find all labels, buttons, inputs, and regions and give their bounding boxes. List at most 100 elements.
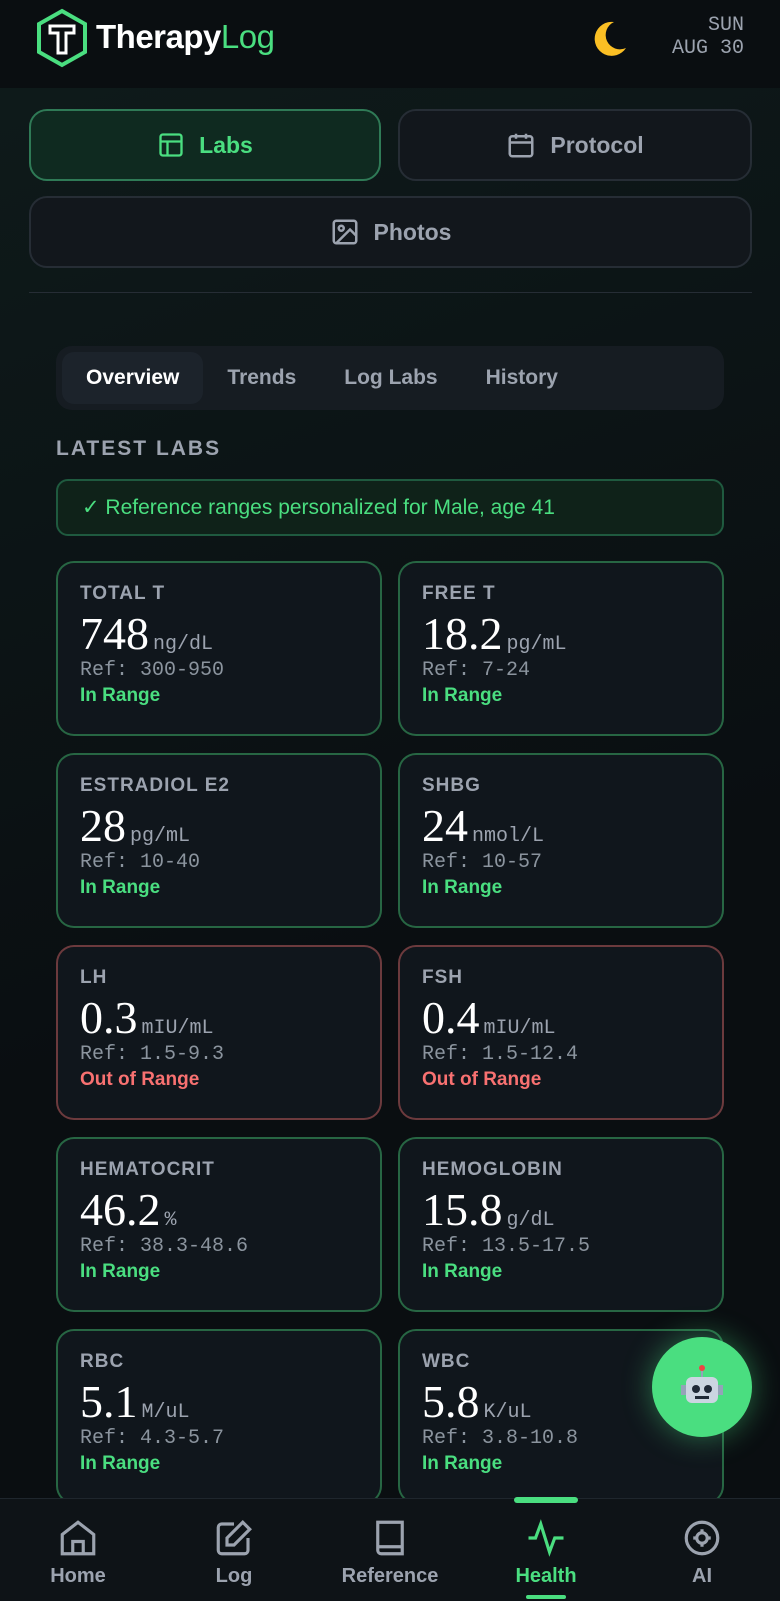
lab-name: WBC (422, 1351, 471, 1372)
tab-label: Photos (373, 218, 452, 245)
lab-unit: pg/mL (506, 633, 567, 656)
nav-item[interactable]: Reference (312, 1499, 468, 1601)
lab-card: WBC 5.8 K/uL Ref: 3.8-10.8 In Range (398, 1329, 724, 1504)
theme-toggle[interactable] (588, 18, 630, 60)
active-indicator (514, 1497, 578, 1503)
subtab[interactable]: Log Labs (344, 366, 438, 389)
nav-label: Reference (341, 1565, 439, 1587)
nav-item[interactable]: AI (624, 1499, 780, 1601)
icon (376, 1520, 404, 1556)
lab-name: FSH (422, 967, 463, 988)
lab-name: SHBG (422, 775, 481, 796)
brand: TherapyLog (96, 18, 275, 56)
lab-ref: Ref: 4.3-5.7 (80, 1427, 225, 1450)
lab-card: FSH 0.4 mIU/mL Ref: 1.5-12.4 Out of Range (398, 945, 724, 1120)
nav-label: Log (215, 1565, 253, 1587)
lab-unit: M/uL (141, 1401, 190, 1424)
lab-unit: K/uL (483, 1401, 532, 1424)
subtab[interactable]: Trends (227, 366, 297, 389)
lab-value-row: 748 ng/dL (80, 607, 358, 659)
lab-card: FREE T 18.2 pg/mL Ref: 7-24 In Range (398, 561, 724, 736)
lab-unit: mIU/mL (141, 1017, 214, 1040)
lab-ref: Ref: 1.5-9.3 (80, 1043, 225, 1066)
lab-name: HEMATOCRIT (80, 1159, 215, 1180)
brand-part: Therapy (96, 18, 221, 55)
lab-card: TOTAL T 748 ng/dL Ref: 300-950 In Range (56, 561, 382, 736)
nav-label: Home (50, 1565, 106, 1587)
lab-ref: Ref: 7-24 (422, 659, 531, 682)
tab-labs[interactable]: Labs (29, 109, 381, 181)
lab-status: Out of Range (422, 1069, 542, 1090)
nav-item[interactable]: Log (156, 1499, 312, 1601)
lab-name: LH (80, 967, 108, 988)
icon (508, 133, 534, 158)
active-underline (526, 1595, 566, 1599)
divider (29, 292, 752, 293)
lab-value: 0.4 (422, 992, 480, 1043)
section-title: LATEST LABS (56, 437, 222, 460)
lab-status: In Range (80, 877, 161, 898)
tab-photos[interactable]: Photos (29, 196, 752, 268)
lab-card: RBC 5.1 M/uL Ref: 4.3-5.7 In Range (56, 1329, 382, 1504)
lab-name: RBC (80, 1351, 125, 1372)
lab-value: 46.2 (80, 1184, 161, 1235)
lab-status: In Range (422, 1453, 503, 1474)
icon (216, 1520, 252, 1556)
lab-value: 5.1 (80, 1376, 138, 1427)
lab-name: HEMOGLOBIN (422, 1159, 563, 1180)
brand-part: Log (220, 18, 275, 55)
lab-ref: Ref: 10-40 (80, 851, 201, 874)
lab-name: FREE T (422, 583, 496, 604)
lab-unit: pg/mL (130, 825, 191, 848)
lab-name: ESTRADIOL E2 (80, 775, 230, 796)
ai-fab[interactable] (652, 1337, 752, 1437)
lab-card: SHBG 24 nmol/L Ref: 10-57 In Range (398, 753, 724, 928)
lab-value-row: 18.2 pg/mL (422, 607, 700, 659)
lab-status: In Range (422, 877, 503, 898)
lab-unit: mIU/mL (483, 1017, 556, 1040)
lab-ref: Ref: 300-950 (80, 659, 225, 682)
lab-name: TOTAL T (80, 583, 166, 604)
notice: ✓ Reference ranges personalized for Male… (56, 479, 724, 536)
lab-status: In Range (80, 1453, 161, 1474)
tab-protocol[interactable]: Protocol (398, 109, 752, 181)
lab-value: 28 (80, 800, 126, 851)
day: SUN (707, 14, 744, 37)
date-text: AUG 30 (671, 37, 744, 60)
lab-value-row: 5.8 K/uL (422, 1375, 700, 1427)
nav-item-active[interactable]: Health (468, 1497, 624, 1601)
lab-card: LH 0.3 mIU/mL Ref: 1.5-9.3 Out of Range (56, 945, 382, 1120)
subtab[interactable]: History (485, 366, 558, 389)
lab-value-row: 46.2% (80, 1183, 358, 1235)
subtabs: Overview Trends Log Labs History (56, 346, 724, 410)
lab-value: 0.3 (80, 992, 138, 1043)
lab-ref: Ref: 13.5-17.5 (422, 1235, 591, 1258)
lab-card: HEMATOCRIT 46.2% Ref: 38.3-48.6 In Range (56, 1137, 382, 1312)
lab-ref: Ref: 10-57 (422, 851, 543, 874)
tab-label: Protocol (550, 131, 644, 158)
lab-value-row: 0.3 mIU/mL (80, 991, 358, 1043)
tab-label: Labs (199, 131, 253, 158)
lab-ref: Ref: 1.5-12.4 (422, 1043, 579, 1066)
lab-value-row: 0.4 mIU/mL (422, 991, 700, 1043)
lab-unit: nmol/L (472, 825, 545, 848)
lab-value: 5.8 (422, 1376, 480, 1427)
lab-unit: ng/dL (153, 633, 214, 656)
lab-card: HEMOGLOBIN 15.8 g/dL Ref: 13.5-17.5 In Range (398, 1137, 724, 1312)
icon (684, 1520, 720, 1556)
lab-unit: g/dL (506, 1209, 555, 1232)
lab-status: In Range (422, 1261, 503, 1282)
lab-status: Out of Range (80, 1069, 200, 1090)
lab-value-row: 15.8 g/dL (422, 1183, 700, 1235)
subtab[interactable]: Overview (62, 352, 204, 404)
lab-value: 748 (80, 608, 149, 659)
robot-icon (681, 1365, 723, 1403)
lab-status: In Range (80, 1261, 161, 1282)
lab-value-row: 5.1 M/uL (80, 1375, 358, 1427)
lab-value: 24 (422, 800, 468, 851)
lab-ref: Ref: 38.3-48.6 (80, 1235, 249, 1258)
lab-ref: Ref: 3.8-10.8 (422, 1427, 579, 1450)
lab-status: In Range (80, 685, 161, 706)
nav-item[interactable]: Home (0, 1499, 156, 1601)
